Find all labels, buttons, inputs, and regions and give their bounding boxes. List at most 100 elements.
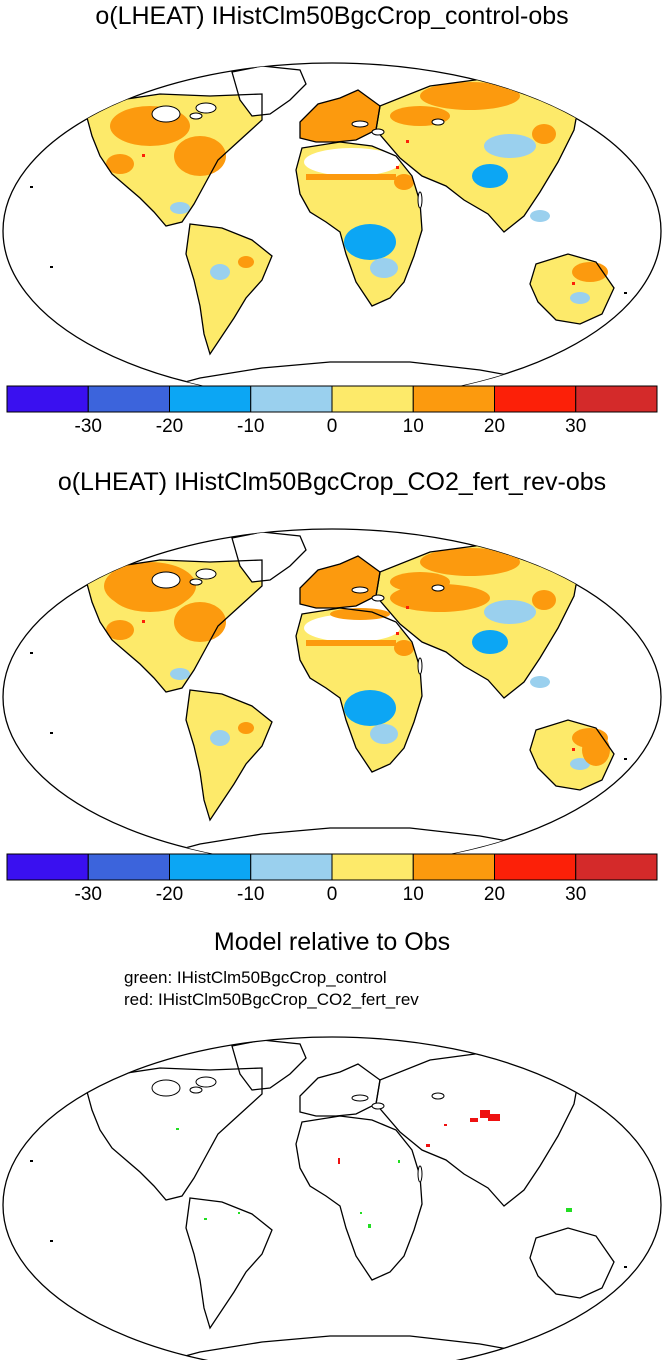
colorbar-tick-label: -30 [75, 416, 102, 434]
coast-africa [295, 1115, 423, 1281]
coast-samerica [185, 223, 273, 356]
lake [351, 120, 369, 128]
anomaly-patch [390, 584, 490, 612]
land-europe [300, 90, 380, 142]
anomaly-patch [344, 224, 396, 260]
colorbar-1: -30 -20 -10 0 10 20 30 [6, 385, 658, 434]
coast-samerica [185, 689, 273, 822]
island [50, 266, 53, 268]
anomaly-patch [570, 758, 590, 770]
coast-namerica [85, 559, 263, 693]
island [624, 292, 627, 294]
relative-dot-green [398, 1160, 400, 1163]
lake [195, 102, 217, 114]
relative-dot-green [360, 1212, 362, 1214]
coast-namerica [85, 1067, 263, 1201]
anomaly-patch [582, 734, 610, 766]
island [50, 732, 53, 734]
island [30, 652, 33, 654]
colorbar-swatch [494, 385, 577, 413]
colorbar-tick-label: -10 [237, 416, 264, 434]
coast-namerica [85, 93, 263, 227]
coast-greenland [231, 531, 307, 583]
lake [431, 118, 445, 126]
coast-australia [529, 719, 615, 791]
anomaly-patch [394, 640, 414, 656]
land-samerica [186, 224, 272, 354]
map-panel-relative [2, 1036, 662, 1360]
anomaly-patch [570, 292, 590, 304]
coast-australia [529, 253, 615, 325]
colorbar-tick-label: 10 [403, 416, 424, 434]
anomaly-dot [406, 606, 409, 609]
lake [195, 1076, 217, 1088]
anomaly-patch [170, 202, 190, 214]
island [50, 1240, 53, 1242]
colorbar-swatch [331, 385, 414, 413]
map-panel-co2-fert-rev [2, 528, 662, 866]
colorbar-tick-label: -30 [75, 884, 102, 902]
island [30, 1160, 33, 1162]
colorbar-swatch [250, 385, 333, 413]
coast-australia [529, 1227, 615, 1299]
island [636, 1310, 639, 1312]
island [112, 1350, 115, 1352]
anomaly-patch [306, 640, 396, 646]
anomaly-patch [344, 690, 396, 726]
anomaly-patch [530, 676, 550, 688]
land-samerica [186, 690, 272, 820]
lake [189, 1086, 203, 1094]
anomaly-patch [304, 148, 400, 176]
lake [151, 105, 181, 123]
lake [189, 578, 203, 586]
anomaly-patch [210, 730, 230, 746]
coast-africa [295, 141, 423, 307]
anomaly-patch [304, 614, 400, 642]
anomaly-patch [394, 174, 414, 190]
lake [189, 112, 203, 120]
colorbar-swatch [169, 853, 252, 881]
lake [195, 568, 217, 580]
land-layer [30, 531, 639, 863]
anomaly-patch [484, 134, 536, 158]
anomaly-patch [210, 264, 230, 280]
lake [431, 584, 445, 592]
colorbar-tick-label: 20 [484, 884, 505, 902]
island [624, 1266, 627, 1268]
anomaly-patch [174, 136, 226, 176]
colorbar-tick-label: 30 [565, 416, 586, 434]
colorbar-tick-label: 10 [403, 884, 424, 902]
anomaly-patch [106, 154, 134, 174]
lake [371, 594, 385, 602]
relative-dot-red [480, 1110, 490, 1118]
colorbar-tick-label: -20 [156, 416, 183, 434]
relative-dot-red [488, 1114, 500, 1121]
map-panel-control [2, 62, 662, 400]
island [112, 842, 115, 844]
colorbar-swatch [412, 385, 495, 413]
legend-red-text: red: IHistClm50BgcCrop_CO2_fert_rev [124, 990, 419, 1009]
colorbar-swatch [331, 853, 414, 881]
panel2-title: o(LHEAT) IHistClm50BgcCrop_CO2_fert_rev-… [57, 468, 607, 496]
coast-asia [375, 1051, 579, 1207]
colorbar-tick-label: -20 [156, 884, 183, 902]
anomaly-dot [572, 282, 575, 285]
relative-dot-green [566, 1208, 572, 1212]
anomaly-patch [484, 600, 536, 624]
anomaly-patch [370, 724, 398, 744]
relative-dot-red [426, 1144, 430, 1147]
colorbar-swatch [6, 853, 89, 881]
colorbar-swatch [87, 385, 170, 413]
anomaly-dot [142, 154, 145, 157]
relative-title: Model relative to Obs [213, 928, 451, 956]
relative-dot-green [238, 1212, 240, 1214]
lake [351, 586, 369, 594]
colorbar-swatch [412, 853, 495, 881]
relative-dot-green [204, 1218, 207, 1220]
colorbar-swatch [169, 385, 252, 413]
colorbar-swatch [250, 853, 333, 881]
lake [417, 657, 423, 675]
anomaly-patch [420, 548, 520, 576]
anomaly-patch [306, 174, 396, 180]
relative-dot-green [176, 1128, 179, 1130]
